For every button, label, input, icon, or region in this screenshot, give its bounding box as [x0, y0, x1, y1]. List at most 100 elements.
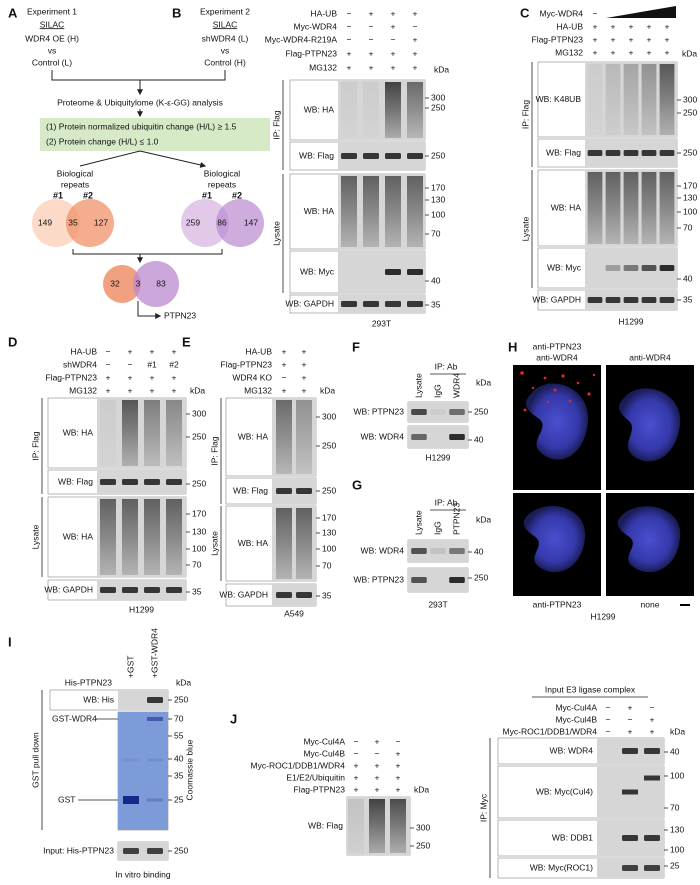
venn-circle — [66, 199, 114, 247]
condition-mark: + — [413, 48, 418, 58]
smear — [144, 499, 160, 575]
smear — [587, 64, 603, 135]
stain-label: anti-PTPN23 — [533, 599, 582, 609]
condition-mark: − — [354, 748, 359, 758]
band — [641, 265, 657, 271]
smear — [341, 82, 357, 138]
nucleus — [619, 388, 681, 462]
condition-mark: + — [150, 346, 155, 356]
smear — [390, 799, 406, 853]
stain-label: anti-WDR4 — [629, 352, 671, 362]
condition-mark: − — [106, 359, 111, 369]
venn-count: 35 — [68, 217, 78, 227]
smear — [122, 400, 138, 466]
repeat-id: #1 — [53, 190, 63, 200]
cell-line: H1299 — [618, 316, 643, 326]
condition-label: Flag-PTPN23 — [294, 784, 346, 794]
repeats-label: repeats — [61, 179, 89, 189]
smear — [122, 499, 138, 575]
marker-label: 250 — [474, 406, 488, 416]
marker-label: 100 — [670, 844, 684, 854]
panel-a: A Experiment 1 SILAC WDR4 OE (H) vs Cont… — [8, 5, 270, 320]
lane-label: WDR4 — [451, 373, 461, 398]
marker-label: 300 — [683, 94, 697, 104]
band — [385, 269, 401, 275]
band — [166, 587, 182, 593]
blot-label: WB: GAPDH — [532, 294, 581, 304]
marker-label: 130 — [683, 192, 697, 202]
blot-label: WB: HA — [63, 531, 94, 541]
stain-label: Coomassie blue — [184, 739, 194, 800]
condition-mark: + — [150, 385, 155, 395]
condition-mark: − — [413, 21, 418, 31]
blot-label: WB: HA — [63, 427, 94, 437]
condition-mark: + — [413, 34, 418, 44]
smear — [100, 400, 116, 466]
marker-label: 130 — [670, 824, 684, 834]
band — [449, 577, 465, 583]
kda-label: kDa — [320, 385, 335, 395]
blot-label: WB: Myc(ROC1) — [530, 862, 593, 872]
marker-label: 40 — [474, 434, 484, 444]
condition-label: Flag-PTPN23 — [46, 372, 98, 382]
marker-label: 70 — [431, 228, 441, 238]
marker-label: 70 — [174, 713, 184, 723]
condition-label: Myc-ROC1/DDB1/WDR4 — [503, 726, 598, 736]
kda-label: kDa — [176, 677, 191, 687]
condition: shWDR4 (L) — [202, 33, 249, 43]
marker-label: 35 — [174, 770, 184, 780]
marker-label: 100 — [670, 770, 684, 780]
blot-label: WB: K48UB — [536, 94, 582, 104]
blot-label: WB: Flag — [546, 147, 581, 157]
smear — [144, 400, 160, 466]
condition-label: E1/E2/Ubiquitin — [286, 772, 345, 782]
band — [411, 577, 427, 583]
condition-mark: + — [172, 346, 177, 356]
blot-label: WB: His — [83, 694, 114, 704]
band — [411, 409, 427, 415]
condition-mark: + — [302, 372, 307, 382]
condition-mark: + — [128, 346, 133, 356]
condition-mark: + — [282, 385, 287, 395]
band — [407, 153, 423, 159]
red-puncta — [520, 371, 596, 412]
panel-letter: G — [352, 477, 362, 492]
smear — [348, 799, 364, 853]
band — [147, 717, 163, 721]
marker-label: 250 — [174, 845, 188, 855]
marker-label: 40 — [474, 546, 484, 556]
smear — [369, 799, 385, 853]
criteria-box — [40, 118, 270, 151]
marker-label: 250 — [192, 478, 206, 488]
gradient-triangle — [606, 6, 676, 18]
lane-label: IgG — [432, 521, 442, 535]
condition-label: MG132 — [555, 47, 583, 57]
marker-label: 250 — [683, 107, 697, 117]
band — [123, 796, 139, 804]
smear — [166, 499, 182, 575]
venn-count: 86 — [217, 217, 227, 227]
condition-label: WDR4 KO — [232, 372, 272, 382]
cell-line: H1299 — [129, 604, 154, 614]
venn-count: 147 — [244, 217, 258, 227]
condition-label: His-PTPN23 — [65, 677, 113, 687]
blot-label: WB: GAPDH — [285, 298, 334, 308]
connector — [51, 70, 226, 94]
smear — [363, 82, 379, 138]
ip-label: IP: Ab — [435, 497, 458, 507]
method: SILAC — [40, 19, 65, 29]
stain-label: none — [641, 599, 660, 609]
criterion: (1) Protein normalized ubiquitin change … — [46, 121, 237, 131]
smear — [100, 499, 116, 575]
result: PTPN23 — [164, 310, 196, 320]
marker-label: 40 — [683, 273, 693, 283]
band-label: GST — [58, 794, 75, 804]
band — [407, 301, 423, 307]
band — [449, 409, 465, 415]
condition-mark: − — [593, 8, 598, 18]
band — [644, 775, 660, 781]
band-label: GST-WDR4 — [52, 713, 97, 723]
band — [147, 758, 163, 762]
kda-label: kDa — [682, 48, 697, 58]
